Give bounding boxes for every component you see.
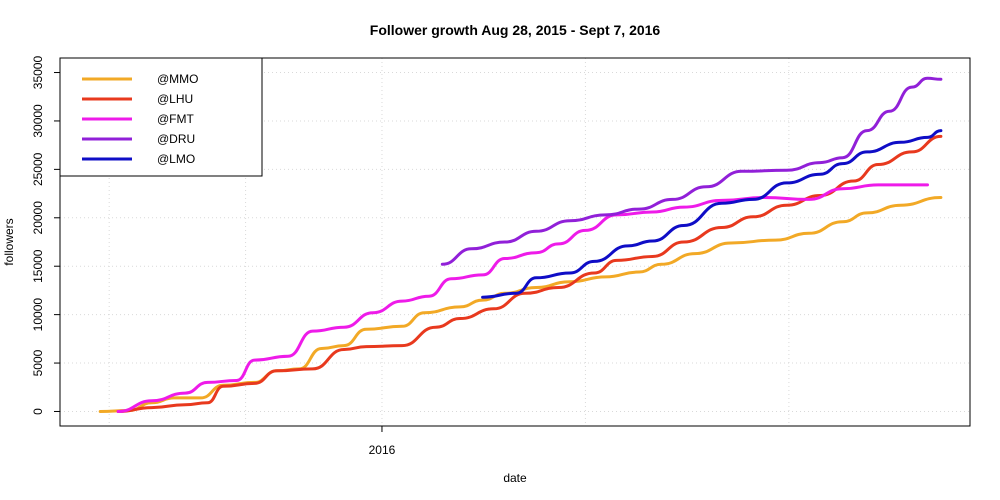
series-line-dru [440, 76, 943, 266]
plot-frame [59, 57, 971, 427]
legend-label: @DRU [157, 132, 195, 146]
series-line-lmo [481, 129, 943, 299]
y-axis-label: followers [2, 218, 16, 265]
y-tick-label: 10000 [31, 298, 45, 332]
y-tick-label: 20000 [31, 201, 45, 235]
chart-title: Follower growth Aug 28, 2015 - Sept 7, 2… [370, 22, 661, 38]
gridlines [60, 58, 970, 426]
y-tick-label: 35000 [31, 56, 45, 90]
series-line-lhu [116, 134, 943, 413]
y-tick-label: 15000 [31, 249, 45, 283]
y-axis: 0 5000 10000 15000 20000 25000 30000 35000 [31, 56, 60, 415]
legend-label: @LHU [157, 92, 193, 106]
legend-label: @MMO [157, 72, 199, 86]
legend-label: @FMT [157, 112, 195, 126]
series-line-fmt [116, 183, 929, 413]
x-tick-label: 2016 [369, 443, 396, 457]
x-axis: 2016 [369, 426, 396, 457]
x-axis-label: date [503, 471, 527, 485]
y-tick-label: 30000 [31, 104, 45, 138]
legend-label: @LMO [157, 152, 195, 166]
y-tick-label: 5000 [31, 349, 45, 376]
y-tick-label: 25000 [31, 152, 45, 186]
y-tick-label: 0 [31, 408, 45, 415]
series-line-mmo [98, 196, 943, 413]
series-lines [98, 76, 943, 413]
legend: @MMO @LHU @FMT @DRU @LMO [59, 57, 263, 177]
